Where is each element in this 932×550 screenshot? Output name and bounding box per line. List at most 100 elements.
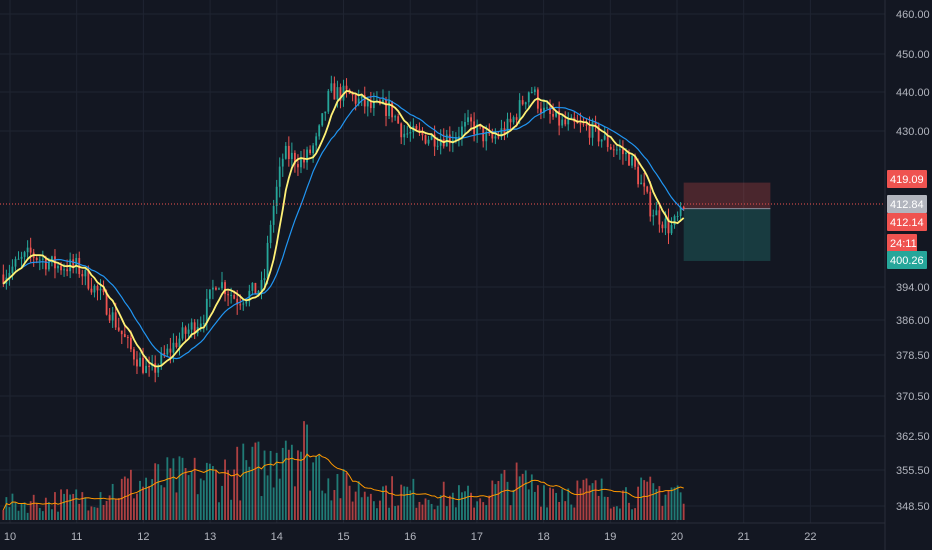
candle-body <box>178 338 181 348</box>
candle-body <box>215 287 217 290</box>
candle-body <box>670 225 673 234</box>
candle-body <box>497 136 500 138</box>
volume-bar <box>354 491 357 520</box>
volume-bar <box>41 511 44 520</box>
volume-bar <box>391 476 394 520</box>
candle-body <box>600 139 603 142</box>
volume-bar <box>433 509 436 520</box>
candle-body <box>579 123 582 125</box>
time-axis-label: 12 <box>137 531 149 543</box>
candle-body <box>336 87 339 100</box>
candle-body <box>230 295 233 297</box>
volume-bar <box>682 503 685 520</box>
price-axis-label: 394.00 <box>896 282 930 294</box>
volume-bar <box>166 457 169 520</box>
candle-body <box>38 259 41 261</box>
candle-body <box>530 91 533 93</box>
volume-bar <box>618 508 621 520</box>
volume-bar <box>148 486 151 520</box>
candle-body <box>415 125 418 130</box>
price-axis-label: 460.00 <box>896 9 930 21</box>
volume-bar <box>157 464 160 520</box>
volume-bar <box>211 466 214 520</box>
volume-bar <box>281 447 284 520</box>
candle-body <box>676 215 679 217</box>
volume-bar <box>154 463 157 520</box>
candle-body <box>111 312 114 321</box>
candle-body <box>281 158 284 167</box>
price-axis[interactable]: 460.00 450.00 440.00 430.00 419.09 412.84 412.… <box>884 0 930 550</box>
volume-bar <box>573 507 576 520</box>
volume-bar <box>549 487 551 520</box>
volume-bar <box>385 485 387 520</box>
candle-body <box>297 164 299 168</box>
candlestick-series <box>2 75 685 383</box>
volume-bar <box>5 497 8 520</box>
candle-body <box>585 124 588 126</box>
volume-bar <box>324 493 327 520</box>
short-position-tool[interactable] <box>683 182 771 261</box>
volume-bar <box>594 480 597 520</box>
price-axis-label: 348.50 <box>896 501 930 513</box>
candle-body <box>485 132 488 142</box>
take-profit-zone[interactable] <box>683 208 771 261</box>
candle-body <box>369 100 372 109</box>
volume-bar <box>588 485 591 520</box>
candle-body <box>287 145 290 160</box>
volume-bar <box>418 501 421 520</box>
candle-body <box>129 337 132 350</box>
candle-body <box>306 149 308 163</box>
candle-body <box>251 282 254 291</box>
candle-body <box>628 152 630 166</box>
candle-body <box>540 108 542 113</box>
candle-body <box>190 322 193 330</box>
price-tag-stop_loss <box>887 170 927 188</box>
candle-body <box>208 289 211 299</box>
candle-body <box>360 95 363 99</box>
volume-bar <box>536 485 539 520</box>
volume-bar <box>348 485 351 520</box>
volume-bar <box>506 481 509 520</box>
volume-bar <box>54 492 56 520</box>
volume-bar <box>81 492 84 520</box>
volume-bar <box>351 501 354 520</box>
volume-bar <box>649 476 652 520</box>
candle-body <box>555 110 558 117</box>
candle-body <box>93 285 96 293</box>
candle-body <box>29 247 32 253</box>
volume-bar <box>260 496 263 520</box>
volume-bar <box>451 492 454 520</box>
candle-body <box>400 123 403 138</box>
volume-bar <box>272 487 275 520</box>
candle-body <box>515 117 518 120</box>
volume-bar <box>464 491 466 520</box>
volume-bar <box>227 470 229 520</box>
volume-bar <box>51 509 53 520</box>
price-axis-label: 362.50 <box>896 431 930 443</box>
candle-body <box>157 366 160 373</box>
volume-bar <box>284 440 287 520</box>
candle-body <box>436 145 439 147</box>
volume-bar <box>591 483 594 520</box>
stop-loss-zone[interactable] <box>683 182 771 209</box>
candle-body <box>20 256 23 259</box>
volume-bar <box>133 498 135 520</box>
candle-body <box>464 122 466 127</box>
volume-bar <box>290 444 293 520</box>
volume-bar <box>427 499 430 520</box>
volume-bar <box>123 476 126 520</box>
candle-body <box>512 117 515 123</box>
candle-body <box>290 152 293 160</box>
volume-bar <box>35 503 38 520</box>
volume-bar <box>366 496 369 520</box>
time-axis[interactable]: 10 11 12 13 14 15 16 17 18 19 20 21 22 <box>0 522 885 543</box>
candle-body <box>366 100 369 107</box>
volume-bar <box>403 486 406 520</box>
volume-bar <box>524 470 527 520</box>
volume-bar <box>69 494 72 520</box>
volume-bar <box>357 481 360 520</box>
volume-bar <box>540 506 542 520</box>
volume-bar <box>676 485 679 520</box>
volume-bar <box>23 502 26 520</box>
